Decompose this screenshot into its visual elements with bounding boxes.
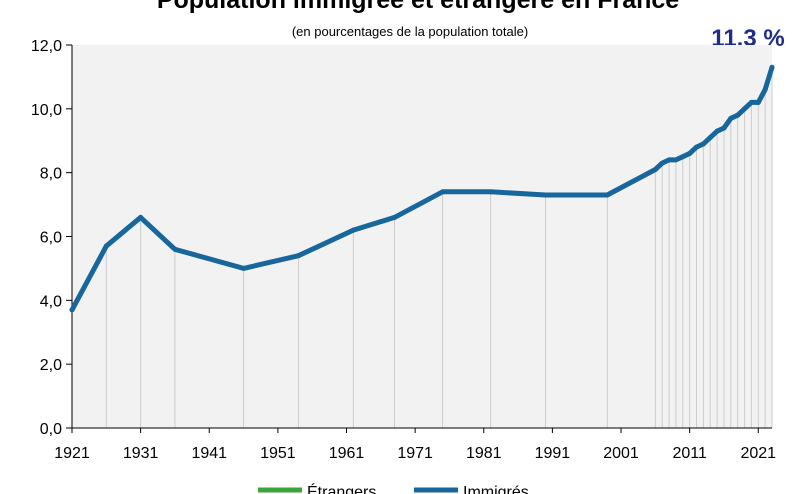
data-point-immigres bbox=[707, 135, 713, 141]
data-point-immigres bbox=[138, 214, 144, 220]
y-tick-label: 12,0 bbox=[31, 38, 62, 55]
data-point-immigres bbox=[769, 64, 775, 70]
plot-area bbox=[72, 45, 772, 428]
data-point-immigres bbox=[673, 157, 679, 163]
x-tick-label: 1941 bbox=[191, 445, 227, 462]
data-point-immigres bbox=[748, 99, 754, 105]
x-tick-label: 1921 bbox=[54, 445, 90, 462]
data-point-immigres bbox=[295, 253, 301, 259]
data-point-immigres bbox=[687, 151, 693, 157]
y-tick-label: 4,0 bbox=[40, 293, 62, 310]
y-tick-label: 8,0 bbox=[40, 166, 62, 183]
x-tick-label: 2001 bbox=[603, 445, 639, 462]
legend: Étrangers Immigrés bbox=[258, 482, 529, 494]
y-tick-label: 10,0 bbox=[31, 102, 62, 119]
x-tick-label: 1991 bbox=[535, 445, 571, 462]
x-tick-label: 1971 bbox=[397, 445, 433, 462]
series-layer bbox=[69, 64, 775, 313]
data-point-immigres bbox=[440, 189, 446, 195]
x-tick-label: 2011 bbox=[672, 445, 707, 462]
axis-layer: 0,0 2,0 4,0 6,0 8,0 10,0 12,0 1921 1931 1941 1951 1… bbox=[31, 38, 776, 462]
y-tick-label: 6,0 bbox=[40, 230, 62, 247]
data-point-immigres bbox=[680, 154, 686, 160]
data-point-immigres bbox=[652, 166, 658, 172]
data-point-immigres bbox=[488, 189, 494, 195]
data-point-immigres bbox=[350, 227, 356, 233]
data-point-immigres bbox=[721, 125, 727, 131]
data-point-immigres bbox=[762, 87, 768, 93]
x-tick-label: 1981 bbox=[466, 445, 502, 462]
y-tick-label: 2,0 bbox=[40, 357, 62, 374]
data-point-immigres bbox=[172, 246, 178, 252]
data-point-immigres bbox=[241, 265, 247, 271]
data-point-immigres bbox=[700, 141, 706, 147]
chart-title: Population immigrée et étrangère en Fran… bbox=[157, 0, 679, 14]
legend-label-etrangers: Étrangers bbox=[307, 482, 376, 494]
data-point-immigres bbox=[543, 192, 549, 198]
data-point-immigres bbox=[69, 307, 75, 313]
x-tick-label: 1961 bbox=[329, 445, 365, 462]
chart-subtitle: (en pourcentages de la population totale… bbox=[292, 24, 528, 39]
data-point-immigres bbox=[694, 144, 700, 150]
y-tick-label: 0,0 bbox=[40, 421, 62, 438]
data-point-immigres bbox=[714, 128, 720, 134]
data-point-immigres bbox=[103, 243, 109, 249]
data-point-immigres bbox=[742, 106, 748, 112]
legend-label-immigres: Immigrés bbox=[463, 484, 529, 494]
x-tick-label: 2021 bbox=[740, 445, 776, 462]
data-point-immigres bbox=[604, 192, 610, 198]
x-tick-label: 1951 bbox=[260, 445, 296, 462]
data-point-immigres bbox=[666, 157, 672, 163]
data-point-immigres bbox=[659, 160, 665, 166]
data-point-immigres bbox=[755, 99, 761, 105]
data-point-immigres bbox=[735, 112, 741, 118]
grid-layer bbox=[71, 45, 773, 428]
data-point-immigres bbox=[392, 214, 398, 220]
data-point-immigres bbox=[728, 115, 734, 121]
x-tick-label: 1931 bbox=[123, 445, 159, 462]
